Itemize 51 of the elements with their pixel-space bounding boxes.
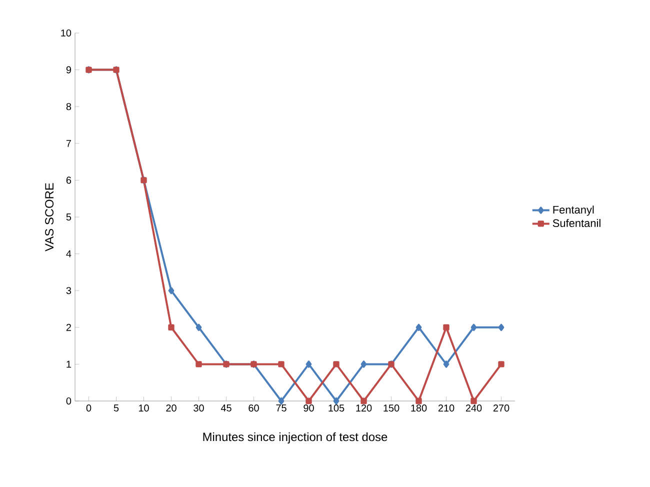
x-tick-label: 10: [138, 404, 149, 412]
y-tick-label: 1: [66, 360, 71, 368]
x-tick-label: 30: [194, 404, 204, 412]
y-tick-label: 6: [66, 176, 72, 184]
y-tick-label: 4: [66, 250, 72, 258]
x-tick-label: 240: [466, 404, 482, 412]
point: [306, 398, 312, 404]
y-tick-label: 0: [66, 397, 72, 405]
x-tick-label: 150: [384, 404, 400, 412]
x-tick-label: 120: [356, 404, 372, 412]
x-tick-label: 270: [493, 404, 510, 412]
y-tick-label: 8: [66, 103, 72, 110]
point: [498, 324, 504, 331]
point: [470, 324, 477, 331]
y-tick-label: 2: [66, 324, 71, 331]
point: [196, 324, 202, 331]
point: [278, 397, 284, 405]
point: [168, 324, 174, 330]
point: [306, 360, 312, 368]
x-tick-label: 20: [166, 404, 176, 412]
point: [416, 398, 422, 404]
x-tick-label: 180: [411, 404, 427, 412]
point: [470, 398, 477, 404]
x-tick-label: 75: [276, 404, 286, 412]
x-tick-label: 0: [86, 404, 92, 412]
y-tick-label: 10: [61, 29, 72, 37]
legend-label: Sufentanil: [552, 218, 600, 228]
y-tick-label: 9: [66, 66, 72, 74]
y-tick-label: 5: [66, 214, 72, 220]
y-tick-label: 3: [66, 287, 72, 294]
point: [498, 361, 504, 368]
x-axis-title: Minutes since injection of test dose: [203, 432, 388, 444]
point: [360, 398, 367, 404]
point: [196, 361, 202, 368]
point: [443, 360, 450, 368]
y-axis-title: VAS SCORE: [45, 183, 54, 252]
legend-label: Fentanyl: [553, 206, 594, 216]
point: [168, 287, 174, 294]
point: [333, 397, 340, 405]
x-tick-label: 90: [304, 404, 314, 412]
x-tick-label: 5: [114, 404, 119, 412]
point: [443, 324, 450, 330]
y-tick-label: 7: [66, 140, 71, 147]
x-tick-label: 60: [248, 404, 259, 412]
point: [416, 324, 422, 331]
x-tick-label: 105: [328, 404, 344, 412]
point: [360, 360, 367, 368]
x-tick-label: 210: [438, 404, 454, 412]
point: [278, 361, 284, 368]
x-tick-label: 45: [220, 404, 232, 412]
point: [333, 361, 340, 368]
